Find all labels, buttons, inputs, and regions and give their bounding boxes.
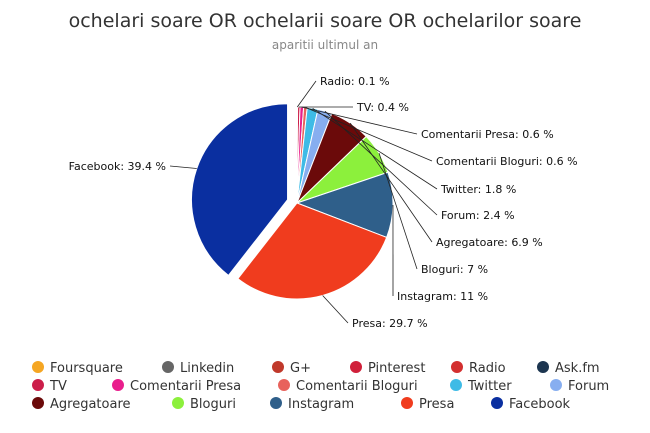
legend-item-twitter[interactable]: Twitter [450,379,512,394]
data-label-comentarii-presa: Comentarii Presa: 0.6 % [421,128,554,141]
legend-marker-icon [491,397,503,409]
legend-label: G+ [290,361,311,376]
legend-label: Comentarii Presa [130,379,241,394]
legend-label: Presa [419,397,454,412]
data-label-agregatoare: Agregatoare: 6.9 % [436,236,543,249]
legend-item-foursquare[interactable]: Foursquare [32,361,123,376]
legend-item-pinterest[interactable]: Pinterest [350,361,425,376]
legend-item-comentarii-bloguri[interactable]: Comentarii Bloguri [278,379,418,394]
pie-slices [191,103,394,300]
data-label-tv: TV: 0.4 % [356,101,409,114]
legend-marker-icon [278,379,290,391]
connector-forum [324,110,438,216]
legend: Foursquare Linkedin G+ Pinterest Radio Ask.fm… [32,361,609,412]
data-label-instagram: Instagram: 11 % [397,290,488,303]
legend-item-presa[interactable]: Presa [401,397,454,412]
legend-item-g[interactable]: G+ [272,361,311,376]
legend-marker-icon [270,397,282,409]
legend-marker-icon [537,361,549,373]
legend-label: Forum [568,379,609,394]
legend-marker-icon [450,379,462,391]
data-label-forum: Forum: 2.4 % [441,209,515,222]
connector-comentarii-bloguri [305,107,433,162]
legend-item-instagram[interactable]: Instagram [270,397,354,412]
legend-label: Linkedin [180,361,234,376]
label-connectors [169,80,438,324]
connector-bloguri [378,153,418,270]
legend-item-tv[interactable]: TV [32,379,67,394]
legend-label: Radio [469,361,506,376]
legend-item-facebook[interactable]: Facebook [491,397,571,412]
data-label-facebook: Facebook: 39.4 % [69,160,166,173]
data-label-radio: Radio: 0.1 % [320,75,390,88]
legend-label: Comentarii Bloguri [296,379,418,394]
legend-item-forum[interactable]: Forum [550,379,609,394]
data-labels: Radio: 0.1 % TV: 0.4 % Comentarii Presa: 0… [69,75,578,330]
legend-marker-icon [32,379,44,391]
legend-marker-icon [172,397,184,409]
legend-label: Facebook [509,397,571,412]
legend-label: Foursquare [50,361,123,376]
data-label-comentarii-bloguri: Comentarii Bloguri: 0.6 % [436,155,578,168]
legend-item-agregatoare[interactable]: Agregatoare [32,397,131,412]
legend-marker-icon [350,361,362,373]
connector-radio [296,80,317,108]
legend-item-bloguri[interactable]: Bloguri [172,397,236,412]
legend-item-radio[interactable]: Radio [451,361,506,376]
connector-comentarii-presa [301,106,418,135]
legend-label: Instagram [288,397,354,412]
data-label-presa: Presa: 29.7 % [352,317,428,330]
legend-marker-icon [162,361,174,373]
slice-presa[interactable] [237,202,388,300]
legend-label: Ask.fm [555,361,600,376]
connector-twitter [312,107,438,190]
legend-item-comentarii-presa[interactable]: Comentarii Presa [112,379,241,394]
legend-marker-icon [451,361,463,373]
legend-item-linkedin[interactable]: Linkedin [162,361,234,376]
legend-label: Pinterest [368,361,425,376]
legend-marker-icon [32,361,44,373]
data-label-bloguri: Bloguri: 7 % [421,263,488,276]
connector-facebook [169,165,197,169]
legend-marker-icon [272,361,284,373]
data-label-twitter: Twitter: 1.8 % [440,183,516,196]
legend-label: TV [49,379,67,394]
connector-agregatoare [349,122,433,243]
legend-marker-icon [401,397,413,409]
legend-label: Bloguri [190,397,236,412]
chart-title: ochelari soare OR ochelarii soare OR och… [69,10,582,32]
legend-item-ask-fm[interactable]: Ask.fm [537,361,600,376]
legend-label: Agregatoare [50,397,131,412]
slice-facebook[interactable] [191,103,289,277]
legend-marker-icon [550,379,562,391]
legend-label: Twitter [467,379,512,394]
slice-instagram[interactable] [295,171,394,239]
chart-subtitle: aparitii ultimul an [272,38,378,52]
legend-marker-icon [112,379,124,391]
legend-marker-icon [32,397,44,409]
connector-presa [322,295,349,324]
